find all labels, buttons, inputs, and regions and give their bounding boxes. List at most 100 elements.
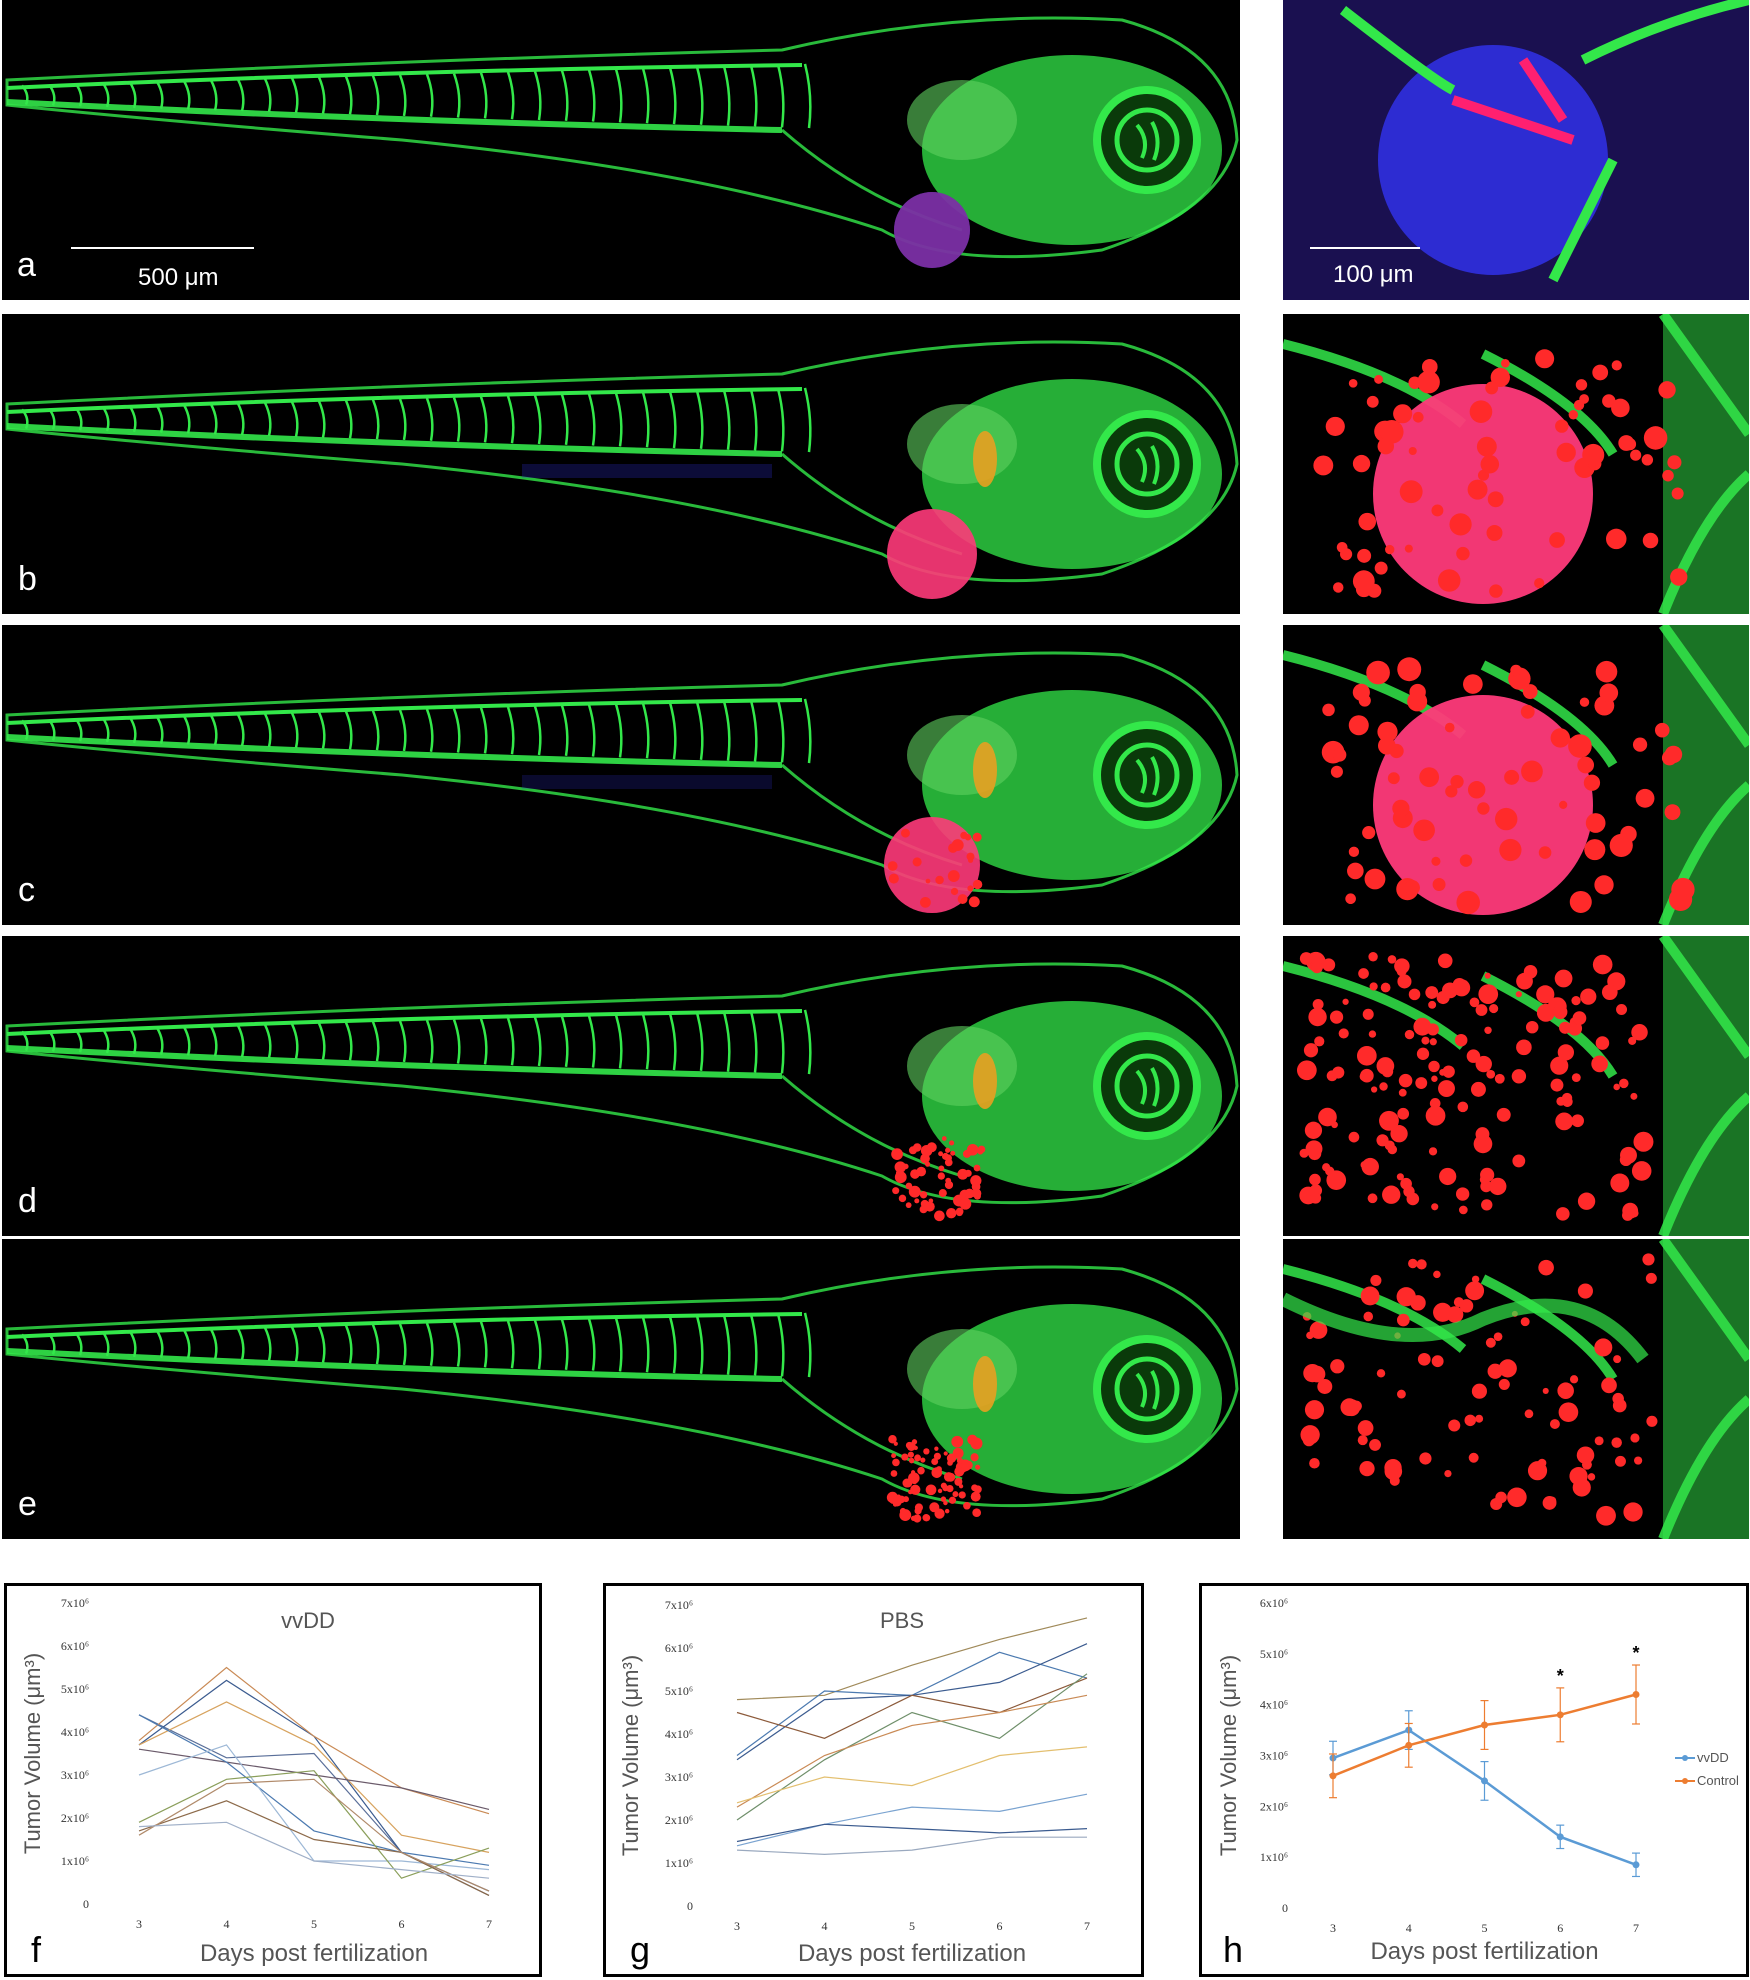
scale-bar-500um [71, 247, 254, 249]
series-line [138, 1748, 490, 1810]
y-tick-label: 2x10⁶ [665, 1813, 693, 1827]
y-tick-label: 5x10⁶ [1260, 1647, 1288, 1661]
data-point [1481, 1777, 1488, 1785]
y-tick-label: 6x10⁶ [61, 1639, 89, 1653]
panel-label-e: e [18, 1485, 37, 1523]
tumor-zoom-drawing-d [1283, 936, 1749, 1236]
chart-h-svg: 0 1x10⁶ 2x10⁶ 3x10⁶ 4x10⁶ 5x10⁶ 6x10⁶ 3 4 5 6 7 Days… [1216, 1596, 1739, 1965]
scale-bar-100um [1310, 247, 1420, 249]
data-point [1405, 1741, 1413, 1749]
tumor-zoom-panel-a [1283, 0, 1749, 300]
y-tick-label: 5x10⁶ [665, 1684, 693, 1698]
y-tick-label: 0 [83, 1897, 89, 1911]
series-line [736, 1793, 1088, 1847]
series-line [138, 1679, 490, 1892]
x-tick-label: 6 [399, 1917, 405, 1931]
y-axis-label: Tumor Volume (μm³) [618, 1655, 643, 1856]
data-point [1481, 1721, 1488, 1729]
y-tick-label: 6x10⁶ [1260, 1596, 1288, 1610]
tumor-zoom-panel-c [1283, 625, 1749, 925]
data-point [1556, 1711, 1564, 1719]
panel-label-g: g [630, 1929, 651, 1970]
y-tick-label: 1x10⁶ [1260, 1850, 1288, 1864]
y-axis-label: Tumor Volume (μm³) [1216, 1655, 1241, 1856]
series-line [736, 1677, 1088, 1739]
x-tick-label: 3 [1330, 1921, 1336, 1935]
series-line [138, 1701, 490, 1853]
x-tick-label: 4 [224, 1917, 230, 1931]
series-line [138, 1800, 490, 1896]
data-point [1556, 1833, 1564, 1841]
fish-image-panel-c [2, 625, 1240, 925]
panel-label-f: f [31, 1929, 42, 1970]
tumor-zoom-panel-d [1283, 936, 1749, 1236]
y-tick-label: 4x10⁶ [61, 1725, 89, 1739]
y-tick-label: 0 [687, 1899, 693, 1913]
scale-label-500um: 500 μm [138, 264, 219, 291]
x-tick-label: 3 [136, 1917, 142, 1931]
y-tick-label: 4x10⁶ [665, 1727, 693, 1741]
data-point [1329, 1772, 1337, 1780]
y-tick-label: 2x10⁶ [1260, 1799, 1288, 1813]
data-point [1632, 1691, 1640, 1698]
x-axis-label: Days post fertilization [798, 1940, 1026, 1967]
x-axis-label: Days post fertilization [1370, 1938, 1598, 1965]
panel-label-d: d [18, 1182, 37, 1220]
y-tick-label: 7x10⁶ [665, 1598, 693, 1612]
tumor-zoom-panel-b [1283, 314, 1749, 614]
x-axis-label: Days post fertilization [200, 1940, 428, 1967]
y-tick-label: 3x10⁶ [61, 1768, 89, 1782]
legend-swatch-marker [1682, 1778, 1688, 1784]
x-tick-label: 7 [1633, 1921, 1639, 1935]
x-tick-label: 6 [1557, 1921, 1563, 1935]
panel-label-c: c [18, 871, 35, 909]
data-point [1632, 1861, 1640, 1869]
y-tick-label: 5x10⁶ [61, 1682, 89, 1696]
series-line [138, 1778, 490, 1892]
chart-f-svg: 0 1x10⁶ 2x10⁶ 3x10⁶ 4x10⁶ 5x10⁶ 6x10⁶ 7x10⁶ 3 4 5 6… [20, 1596, 492, 1967]
series-line [138, 1744, 490, 1871]
x-tick-label: 6 [997, 1919, 1003, 1933]
chart-mean-tumor-volume: 0 1x10⁶ 2x10⁶ 3x10⁶ 4x10⁶ 5x10⁶ 6x10⁶ 3 4 5 6 7 Days… [1199, 1583, 1749, 1977]
legend-entry: Control [1697, 1773, 1739, 1788]
tumor-zoom-panel-e [1283, 1239, 1749, 1539]
series-line [736, 1651, 1088, 1756]
scale-label-100um: 100 μm [1333, 261, 1414, 288]
significance-marker: * [1557, 1666, 1564, 1686]
series-line [736, 1694, 1088, 1808]
y-axis-label: Tumor Volume (μm³) [20, 1653, 45, 1854]
series-line [138, 1770, 490, 1879]
series-line [138, 1666, 490, 1815]
legend-swatch-marker [1682, 1755, 1688, 1761]
x-tick-label: 5 [1482, 1921, 1488, 1935]
y-tick-label: 3x10⁶ [1260, 1749, 1288, 1763]
y-tick-label: 0 [1282, 1901, 1288, 1915]
tumor-zoom-drawing-c [1283, 625, 1749, 925]
fish-drawing-d [5, 962, 1239, 1222]
y-tick-label: 7x10⁶ [61, 1596, 89, 1610]
fish-image-panel-a [2, 0, 1240, 300]
fish-drawing-a [5, 16, 1239, 268]
significance-marker: * [1632, 1643, 1639, 1663]
x-tick-label: 5 [311, 1917, 317, 1931]
fish-image-panel-b [2, 314, 1240, 614]
y-tick-label: 3x10⁶ [665, 1770, 693, 1784]
fish-drawing-b [5, 340, 1239, 599]
panel-label-b: b [18, 560, 37, 598]
chart-title: PBS [880, 1608, 924, 1633]
x-tick-label: 4 [1406, 1921, 1412, 1935]
series-line [736, 1617, 1088, 1701]
series-line [138, 1821, 490, 1879]
fish-image-panel-e [2, 1239, 1240, 1539]
y-tick-label: 1x10⁶ [61, 1854, 89, 1868]
chart-vvdd-tumor-volume: 0 1x10⁶ 2x10⁶ 3x10⁶ 4x10⁶ 5x10⁶ 6x10⁶ 7x10⁶ 3 4 5 6… [4, 1583, 542, 1977]
y-tick-label: 4x10⁶ [1260, 1698, 1288, 1712]
x-tick-label: 7 [486, 1917, 492, 1931]
chart-title: vvDD [281, 1608, 335, 1633]
x-tick-label: 4 [822, 1919, 828, 1933]
chart-pbs-tumor-volume: 0 1x10⁶ 2x10⁶ 3x10⁶ 4x10⁶ 5x10⁶ 6x10⁶ 7x10⁶ 3 4 5 6… [603, 1583, 1144, 1977]
series-line [736, 1746, 1088, 1804]
fish-drawing-e [5, 1265, 1239, 1523]
series-line [736, 1673, 1088, 1821]
fish-drawing-c [5, 651, 1239, 913]
